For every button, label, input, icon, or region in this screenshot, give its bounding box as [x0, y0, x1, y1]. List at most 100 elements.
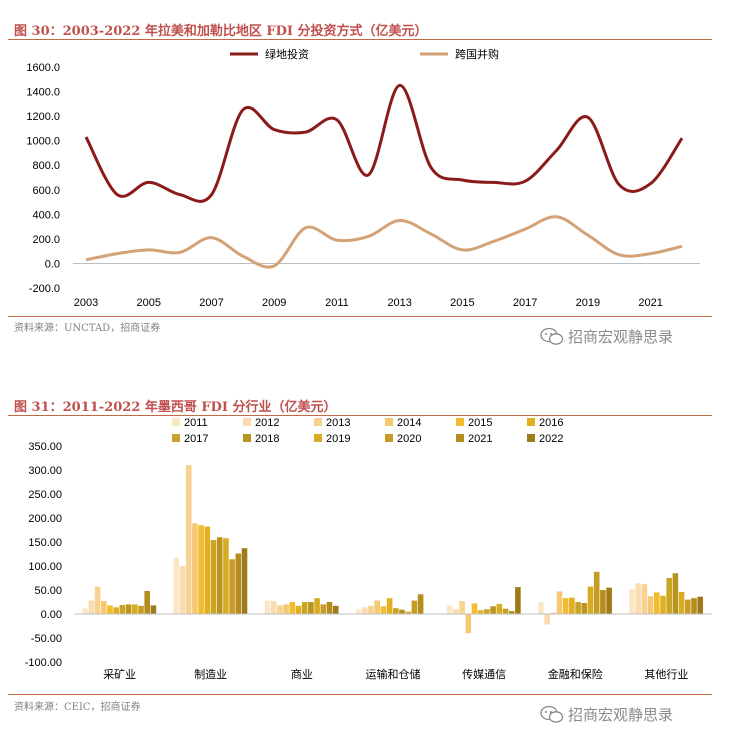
y-tick-label: 1600.0: [26, 62, 60, 74]
figure1-title: 图 30：2003-2022 年拉美和加勒比地区 FDI 分投资方式（亿美元）: [14, 24, 428, 39]
y-tick-label: 200.0: [32, 234, 60, 246]
x-tick-label: 传媒通信: [462, 668, 506, 681]
bar: [94, 586, 101, 614]
figure1-source: 资料来源：UNCTAD，招商证券: [14, 323, 161, 334]
y-tick-label: 50.00: [34, 585, 62, 597]
figure2-source-rule: [8, 694, 712, 695]
bar: [119, 604, 126, 614]
bar: [453, 609, 459, 614]
bar: [556, 591, 563, 614]
bar: [538, 602, 544, 614]
watermark-text: 招商宏观静思录: [568, 706, 674, 724]
y-tick-label: -50.00: [31, 633, 62, 645]
bar: [138, 605, 144, 614]
x-tick-label: 其他行业: [644, 668, 688, 681]
legend-label: 2019: [326, 433, 350, 445]
bar: [678, 591, 685, 614]
legend-swatch: [243, 434, 251, 442]
y-tick-label: 800.0: [32, 160, 60, 172]
legend-label: 2014: [397, 417, 421, 429]
bar: [465, 614, 472, 634]
bar: [101, 601, 107, 614]
bar: [264, 600, 271, 614]
y-tick-label: 1400.0: [26, 87, 60, 99]
bar: [235, 553, 242, 614]
bar: [179, 566, 186, 614]
series-line: [84, 83, 684, 203]
wechat-bubble-icon: [540, 327, 564, 345]
y-tick-label: -100.00: [25, 657, 62, 669]
bar: [314, 598, 320, 614]
legend-label: 2015: [468, 417, 492, 429]
bar: [697, 596, 703, 614]
bar: [459, 601, 465, 614]
bar: [393, 608, 399, 614]
x-tick-label: 2017: [513, 297, 537, 309]
x-tick-label: 2013: [387, 297, 411, 309]
bar: [173, 557, 180, 614]
bar: [277, 605, 283, 614]
figure2-source: 资料来源：CEIC，招商证券: [14, 702, 141, 713]
bar: [471, 603, 478, 614]
bar: [660, 595, 666, 614]
bar: [320, 604, 327, 614]
x-tick-label: 2003: [74, 297, 98, 309]
bar: [332, 605, 339, 614]
bar: [82, 608, 88, 614]
legend-swatch: [243, 418, 251, 426]
y-tick-label: 600.0: [32, 185, 60, 197]
legend-swatch: [314, 418, 322, 426]
bar: [411, 600, 418, 614]
x-tick-label: 2019: [576, 297, 600, 309]
bar: [289, 602, 296, 614]
bar: [362, 607, 368, 614]
y-tick-label: 300.00: [28, 465, 62, 477]
bar: [386, 598, 393, 614]
line-chart: -200.0 0.0 200.0 400.0 600.0 800.0 1000.0 1200.…: [26, 47, 700, 309]
bar: [581, 603, 588, 614]
bar: [192, 523, 198, 614]
legend-swatch: [385, 434, 393, 442]
legend-label: 绿地投资: [265, 47, 309, 61]
legend-label: 2017: [184, 433, 208, 445]
bar: [229, 559, 235, 614]
x-tick-label: 金融和保险: [548, 667, 603, 681]
y-tick-label: 350.00: [28, 441, 62, 453]
y-tick-label: -200.0: [29, 283, 60, 295]
bar: [490, 606, 496, 614]
bar: [185, 465, 192, 614]
bar: [308, 602, 314, 614]
bar: [88, 600, 95, 614]
bar: [241, 548, 248, 614]
bar: [150, 605, 157, 614]
bar: [691, 598, 697, 614]
bar: [508, 611, 515, 614]
bar: [380, 606, 387, 614]
x-tick-label: 制造业: [194, 667, 227, 681]
y-tick-label: 250.00: [28, 489, 62, 501]
bar: [368, 605, 374, 614]
bar: [113, 607, 119, 614]
figure1-watermark: 招商宏观静思录: [540, 326, 673, 347]
bar: [355, 609, 362, 614]
bar: [283, 604, 289, 614]
x-tick-label: 2011: [325, 297, 349, 309]
x-tick-label: 采矿业: [103, 668, 136, 681]
figure1-title-rule: [8, 39, 712, 40]
x-tick-label: 2021: [638, 297, 662, 309]
y-tick-label: 150.00: [28, 537, 62, 549]
x-tick-label: 商业: [291, 667, 313, 681]
bar: [550, 612, 557, 614]
bar: [647, 596, 654, 614]
bar: [198, 525, 204, 614]
bar: [270, 601, 277, 614]
figure1-source-rule: [8, 316, 712, 317]
bar: [405, 611, 411, 614]
watermark-text: 招商宏观静思录: [568, 328, 674, 346]
bar: [204, 526, 211, 614]
bar: [216, 537, 223, 614]
bar: [399, 609, 405, 614]
y-tick-label: 100.00: [28, 561, 62, 573]
bar: [587, 586, 594, 614]
bar: [606, 587, 612, 614]
